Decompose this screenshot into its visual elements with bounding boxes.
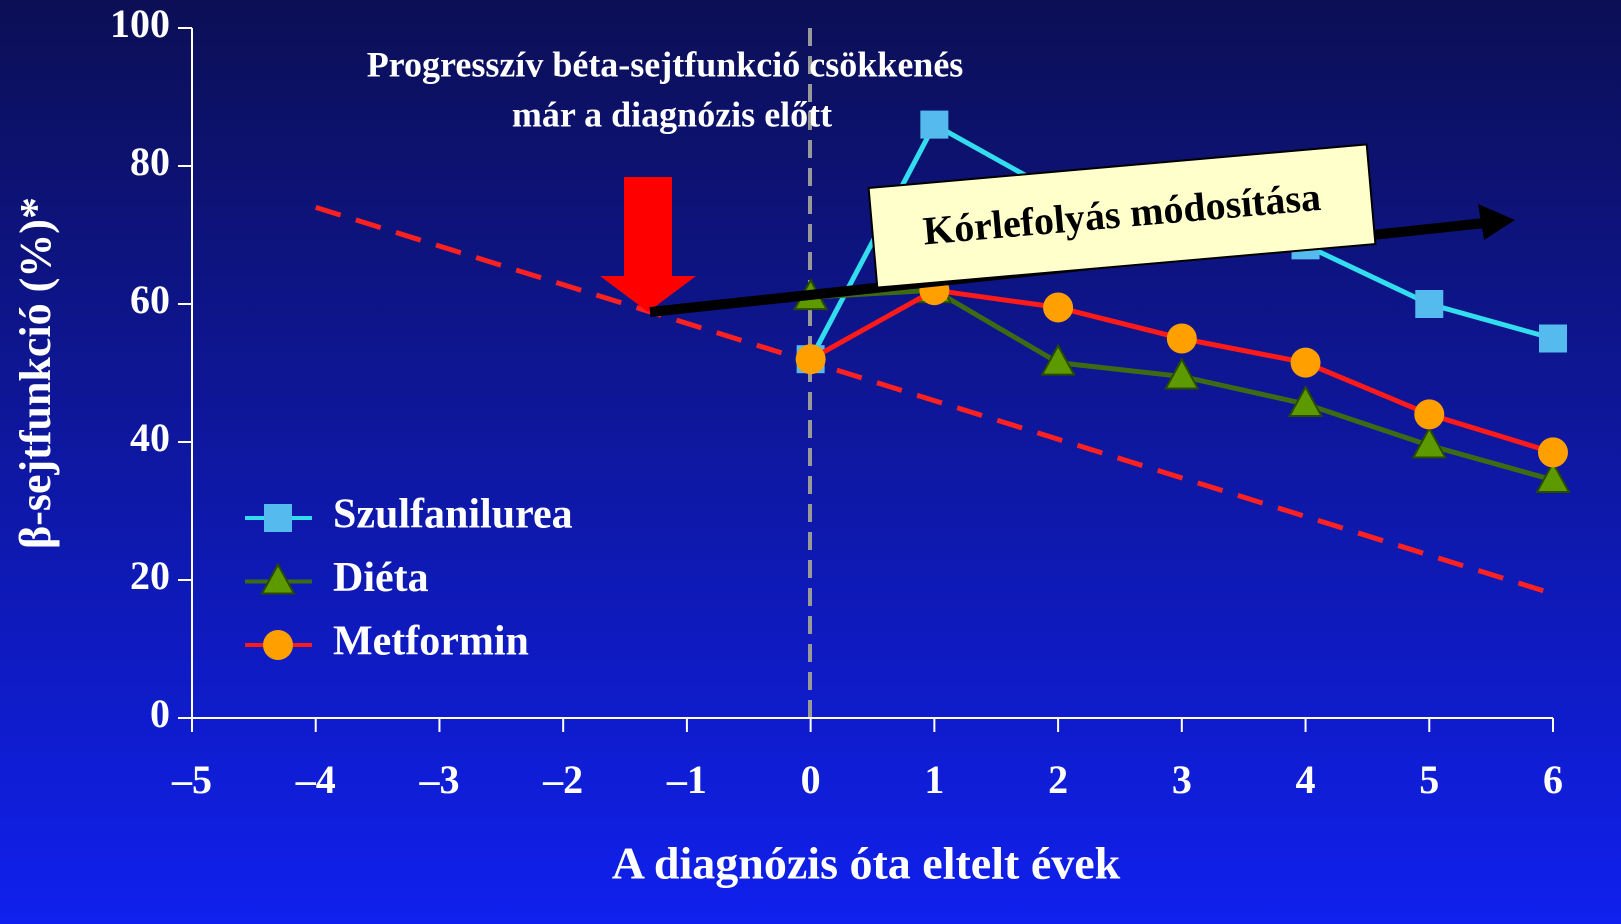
y-tick-label: 40 (130, 415, 170, 460)
y-tick-label: 60 (130, 277, 170, 322)
legend-item: Metformin (245, 619, 529, 665)
annotation: Progresszív béta-sejtfunkció csökkenés (367, 44, 964, 84)
marker (795, 344, 826, 375)
x-tick-label: 6 (1543, 757, 1563, 802)
x-tick-label: –2 (542, 757, 583, 802)
marker (263, 630, 293, 660)
x-tick-label: –1 (666, 757, 707, 802)
callout: Kórlefolyás módosítása (867, 143, 1377, 289)
legend-label: Diéta (333, 555, 429, 601)
legend-label: Metformin (333, 619, 529, 665)
x-tick-label: 0 (801, 757, 821, 802)
plot: 0 20 40 60 80 100 –5 –4 –3 –2 –1 0 1 2 3 4 5 6 Szulfanilur… (110, 1, 1571, 802)
callout-box (867, 143, 1377, 289)
x-tick-label: –5 (171, 757, 212, 802)
y-tick-label: 80 (130, 139, 170, 184)
marker (1415, 290, 1444, 318)
marker (1166, 323, 1197, 354)
legend-item: Szulfanilurea (245, 492, 573, 538)
x-tick-label: –3 (418, 757, 459, 802)
arrow-head (600, 276, 696, 312)
x-tick-label: 2 (1048, 757, 1068, 802)
marker (1411, 426, 1447, 459)
marker (264, 504, 292, 532)
y-tick-label: 0 (150, 691, 170, 736)
red-arrow (600, 177, 696, 312)
x-tick-label: 1 (924, 757, 944, 802)
marker (920, 110, 949, 139)
marker (1414, 399, 1445, 430)
trend-line (314, 205, 1554, 597)
x-tick-label: 4 (1296, 757, 1316, 802)
y-axis-title: β-sejtfunkció (%)* (11, 197, 60, 549)
marker (1535, 460, 1571, 493)
x-axis-title: A diagnózis óta eltelt évek (612, 838, 1121, 889)
marker (1164, 357, 1200, 390)
legend-label: Szulfanilurea (333, 492, 573, 538)
x-tick-label: 5 (1419, 757, 1439, 802)
x-tick-label: 3 (1172, 757, 1192, 802)
legend-item: Diéta (245, 555, 429, 601)
marker (1539, 324, 1567, 353)
arrow-shaft (624, 177, 672, 277)
marker (1043, 292, 1074, 323)
marker (1290, 347, 1321, 378)
marker (1040, 343, 1076, 376)
annotation: már a diagnózis előtt (512, 94, 832, 134)
x-tick-label: –4 (295, 757, 336, 802)
marker (1538, 437, 1568, 468)
arrow-head (1478, 204, 1515, 240)
marker (1287, 384, 1324, 418)
y-tick-label: 100 (110, 1, 170, 46)
y-tick-label: 20 (130, 553, 170, 598)
marker (260, 562, 296, 595)
